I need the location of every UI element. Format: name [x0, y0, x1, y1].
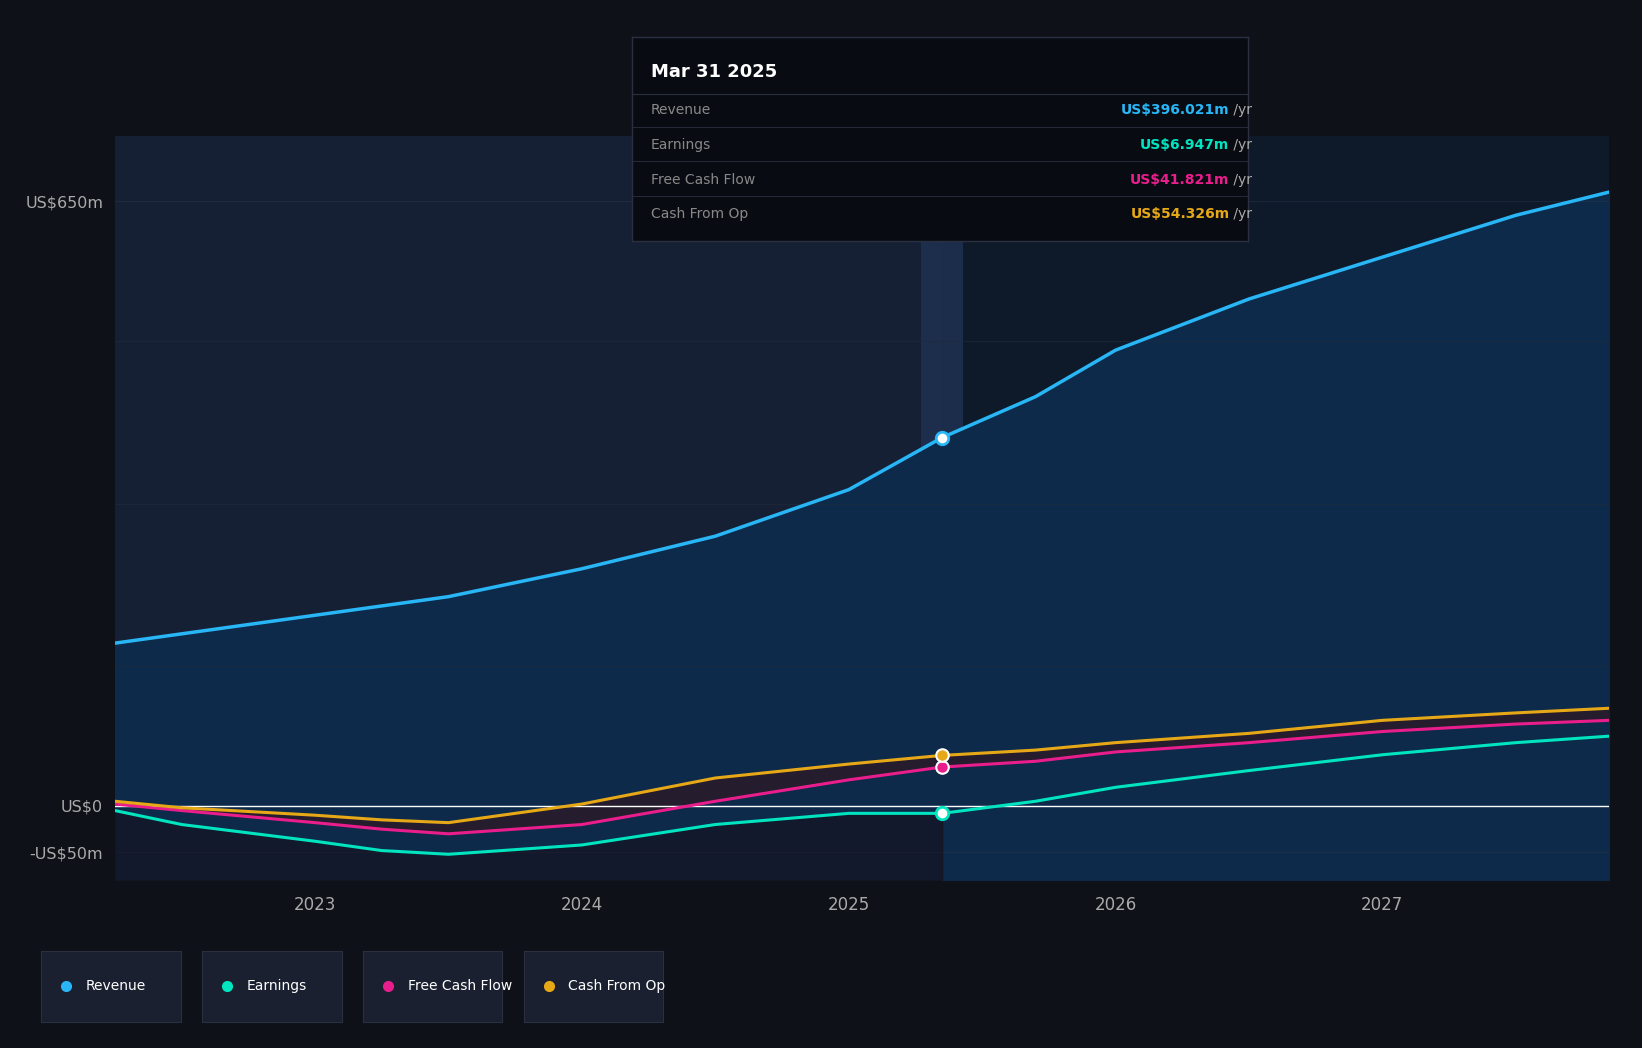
Text: Cash From Op: Cash From Op: [650, 208, 747, 221]
Text: Analysts Forecasts: Analysts Forecasts: [969, 162, 1136, 181]
Text: Mar 31 2025: Mar 31 2025: [650, 63, 777, 82]
Text: US$396.021m: US$396.021m: [1121, 104, 1230, 117]
Text: Free Cash Flow: Free Cash Flow: [650, 173, 755, 187]
Text: US$41.821m: US$41.821m: [1130, 173, 1230, 187]
Text: Earnings: Earnings: [650, 138, 711, 152]
Text: /yr: /yr: [1230, 173, 1253, 187]
Text: Cash From Op: Cash From Op: [568, 979, 665, 994]
Text: US$54.326m: US$54.326m: [1130, 208, 1230, 221]
Text: /yr: /yr: [1230, 138, 1253, 152]
Text: Past: Past: [882, 162, 926, 181]
Text: US$6.947m: US$6.947m: [1140, 138, 1230, 152]
Bar: [921, 136, 964, 880]
Text: Earnings: Earnings: [246, 979, 307, 994]
Text: /yr: /yr: [1230, 104, 1253, 117]
Text: Revenue: Revenue: [650, 104, 711, 117]
Text: Revenue: Revenue: [85, 979, 146, 994]
Bar: [943, 136, 1609, 880]
Text: Free Cash Flow: Free Cash Flow: [407, 979, 512, 994]
Bar: [115, 136, 943, 880]
Text: /yr: /yr: [1230, 208, 1253, 221]
